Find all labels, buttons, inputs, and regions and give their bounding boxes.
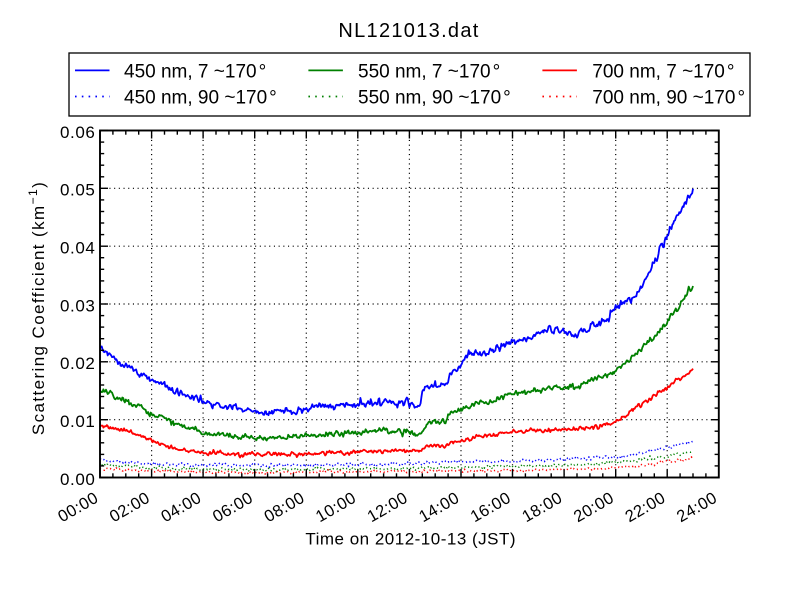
svg-text:0.05: 0.05 [60,181,96,200]
svg-text:0.02: 0.02 [60,354,96,373]
svg-text:NL121013.dat: NL121013.dat [338,20,479,42]
svg-text:0.00: 0.00 [60,470,96,489]
svg-text:700 nm, 7 ~170°: 700 nm, 7 ~170 ° [592,61,734,82]
svg-text:Time on 2012-10-13 (JST): Time on 2012-10-13 (JST) [305,530,516,549]
svg-text:450 nm, 90 ~170°: 450 nm, 90 ~170 ° [124,87,277,108]
svg-text:Scattering Coefficient (km−1): Scattering Coefficient (km−1) [26,181,48,435]
svg-text:0.04: 0.04 [60,239,96,258]
svg-text:0.01: 0.01 [60,412,96,431]
svg-text:700 nm, 90 ~170°: 700 nm, 90 ~170 ° [592,87,745,108]
svg-text:450 nm, 7 ~170°: 450 nm, 7 ~170 ° [124,61,266,82]
svg-text:550 nm, 7 ~170°: 550 nm, 7 ~170 ° [358,61,500,82]
svg-text:0.03: 0.03 [60,296,96,315]
svg-text:550 nm, 90 ~170°: 550 nm, 90 ~170 ° [358,87,511,108]
svg-text:0.06: 0.06 [60,123,96,142]
